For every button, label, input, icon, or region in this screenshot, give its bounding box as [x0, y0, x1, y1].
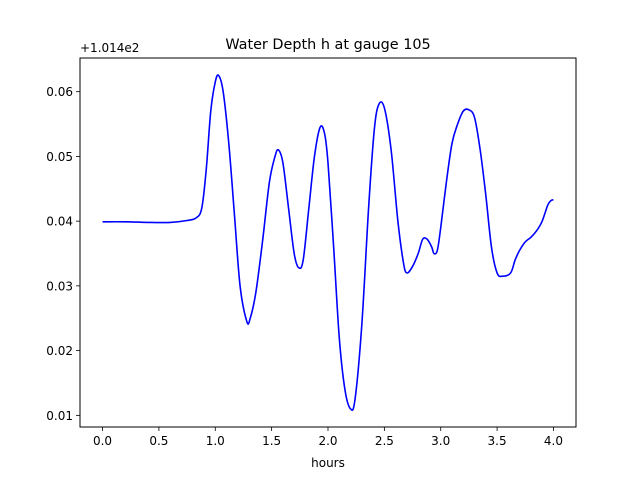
- x-tick-label: 2.0: [318, 434, 337, 448]
- x-tick-label: 4.0: [544, 434, 563, 448]
- x-tick-label: 2.5: [375, 434, 394, 448]
- chart-title: Water Depth h at gauge 105: [225, 37, 430, 53]
- x-tick-label: 1.0: [206, 434, 225, 448]
- series-line: [102, 74, 554, 412]
- x-axis: 0.0 0.5 1.0 1.5 2.0 2.5 3.0 3.5 4.0: [93, 427, 563, 448]
- x-tick-label: 3.0: [431, 434, 450, 448]
- x-tick-label: 3.5: [488, 434, 507, 448]
- series-layer: [102, 74, 554, 412]
- x-tick-label: 1.5: [262, 434, 281, 448]
- y-tick-label: 0.01: [46, 409, 73, 423]
- y-tick-label: 0.02: [46, 344, 73, 358]
- x-axis-label: hours: [311, 456, 345, 470]
- y-tick-label: 0.05: [46, 150, 73, 164]
- y-tick-label: 0.06: [46, 85, 73, 99]
- y-tick-label: 0.03: [46, 279, 73, 293]
- y-tick-label: 0.04: [46, 215, 73, 229]
- y-axis: 0.01 0.02 0.03 0.04 0.05 0.06: [46, 85, 80, 423]
- x-tick-label: 0.5: [149, 434, 168, 448]
- y-offset-label: +1.014e2: [80, 41, 139, 55]
- x-tick-label: 0.0: [93, 434, 112, 448]
